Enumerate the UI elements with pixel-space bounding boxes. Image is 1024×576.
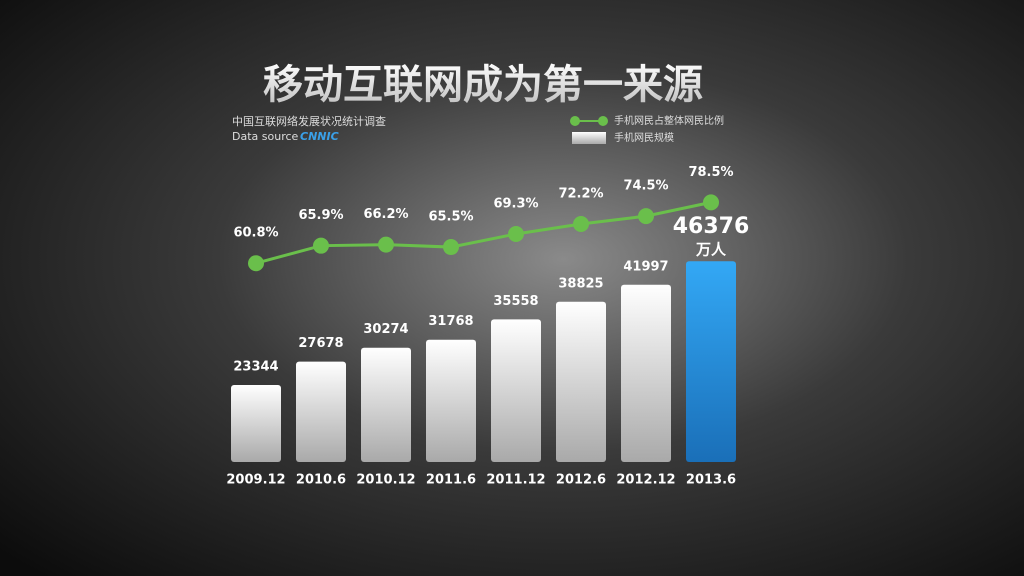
chart-title: 移动互联网成为第一来源 [263,62,703,108]
bar-value-label: 23344 [233,359,278,374]
bar [686,261,736,462]
x-tick-label: 2010.12 [356,473,415,488]
bar-value-unit: 万人 [695,241,727,259]
subtitle: 中国互联网络发展状况统计调查 [232,114,386,128]
line-value-label: 66.2% [363,207,408,222]
x-tick-label: 2012.6 [556,473,606,488]
line-value-label: 69.3% [493,196,538,211]
line-value-label: 65.9% [298,208,343,223]
bar [231,384,281,462]
line-point [508,225,524,242]
x-tick-label: 2009.12 [226,473,285,488]
bar [426,339,476,462]
line-point [443,239,459,256]
bar [621,284,671,462]
line-point [248,255,264,272]
x-tick-label: 2011.12 [486,473,545,488]
bar [361,347,411,462]
line-value-label: 72.2% [558,187,603,202]
line-point [378,236,394,253]
bar-value-label: 41997 [623,259,668,274]
bar-value-label: 35558 [493,294,538,309]
bar-value-label: 27678 [298,336,343,351]
line-value-label: 65.5% [428,210,473,225]
bar-value-label: 46376 [673,214,750,239]
legend-label: 手机网民占整体网民比例 [614,114,724,127]
line [255,200,712,265]
source-label: Data source [232,130,299,143]
bar [491,319,541,462]
line-point [638,208,654,225]
bar [556,301,606,462]
legend-bar-swatch [572,132,606,144]
line-point [573,216,589,233]
line-point [313,237,329,254]
legend-label: 手机网民规模 [614,131,674,144]
bar-value-label: 38825 [558,276,603,291]
x-tick-label: 2010.6 [296,473,346,488]
legend-line-swatch [570,116,580,126]
line-value-label: 60.8% [233,226,278,241]
x-tick-label: 2011.6 [426,473,476,488]
line-point [703,194,719,211]
bar-value-label: 30274 [363,322,408,337]
line-value-label: 78.5% [688,165,733,180]
legend-line-swatch [598,116,608,126]
x-tick-label: 2013.6 [686,473,736,488]
bar-value-label: 31768 [428,314,473,329]
x-tick-label: 2012.12 [616,473,675,488]
bar [296,361,346,462]
line-value-label: 74.5% [623,179,668,194]
source-logo: CNNIC [300,130,339,143]
